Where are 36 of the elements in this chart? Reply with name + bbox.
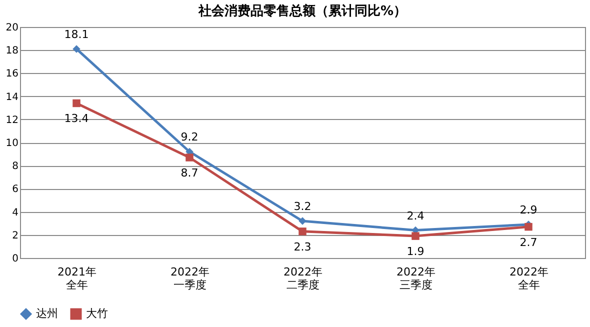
point (298, 228, 306, 236)
y-tick-label: 16 (6, 68, 18, 80)
legend-label: 达州 (36, 307, 58, 320)
point (72, 45, 80, 53)
data-label: 2.3 (294, 240, 312, 254)
data-label: 1.9 (406, 245, 424, 258)
data-label: 9.2 (180, 130, 198, 144)
y-tick-label: 12 (6, 114, 18, 126)
y-tick-label: 8 (12, 161, 18, 172)
data-label: 2.7 (520, 236, 538, 249)
y-tick-label: 14 (6, 92, 18, 103)
y-tick-label: 20 (6, 22, 18, 34)
data-label: 8.7 (180, 166, 198, 180)
x-tick-label: 2021年全年 (58, 266, 96, 292)
x-tick-label: 2022年一季度 (170, 266, 210, 292)
y-tick-label: 10 (6, 138, 18, 149)
x-tick-label: 2022年二季度 (284, 266, 322, 292)
data-label: 13.4 (64, 112, 89, 126)
y-tick-label: 18 (6, 46, 18, 57)
legend-label: 大竹 (86, 307, 108, 320)
chart-title: 社会消费品零售总额（累计同比%） (197, 3, 407, 19)
point (72, 99, 80, 108)
y-tick-label: 2 (12, 230, 18, 242)
y-tick-label: 4 (12, 207, 18, 218)
data-label: 2.9 (520, 204, 538, 217)
point (412, 232, 420, 240)
point (524, 222, 532, 231)
x-tick-label: 2022年全年 (510, 266, 548, 292)
x-tick-label: 2022年三季度 (396, 266, 436, 292)
data-label: 3.2 (294, 200, 312, 214)
data-label: 18.1 (64, 28, 89, 41)
point (298, 217, 306, 225)
point (186, 154, 194, 162)
data-label: 2.4 (406, 209, 424, 222)
y-tick-label: 0 (12, 254, 18, 264)
y-tick-label: 6 (12, 184, 18, 196)
